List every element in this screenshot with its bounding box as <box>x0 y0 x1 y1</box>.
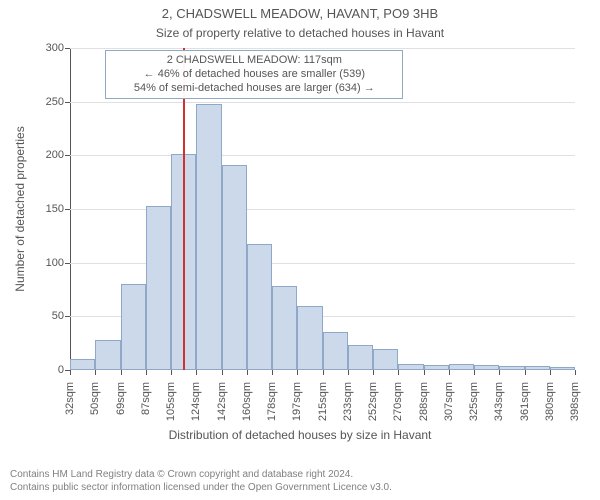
x-tick-mark <box>247 370 248 375</box>
histogram-bar <box>525 366 550 370</box>
x-tick-mark <box>348 370 349 375</box>
x-tick-mark <box>575 370 576 375</box>
y-tick-mark <box>65 263 70 264</box>
histogram-bar <box>499 366 524 370</box>
chart-plot-area: 05010015020025030032sqm50sqm69sqm87sqm10… <box>70 48 575 370</box>
x-tick-label: 361sqm <box>519 382 531 421</box>
annotation-line: ← 46% of detached houses are smaller (53… <box>112 68 396 82</box>
histogram-bar <box>95 340 120 370</box>
histogram-bar <box>348 345 373 370</box>
histogram-bar <box>272 286 297 370</box>
x-tick-label: 87sqm <box>140 382 152 415</box>
page-title: 2, CHADSWELL MEADOW, HAVANT, PO9 3HB <box>0 6 600 21</box>
x-tick-mark <box>373 370 374 375</box>
annotation-box: 2 CHADSWELL MEADOW: 117sqm ← 46% of deta… <box>105 50 403 99</box>
y-tick-mark <box>65 316 70 317</box>
y-tick-label: 150 <box>46 203 64 215</box>
y-tick-mark <box>65 209 70 210</box>
x-tick-label: 69sqm <box>115 382 127 415</box>
annotation-line: 54% of semi-detached houses are larger (… <box>112 82 396 96</box>
gridline <box>70 48 575 49</box>
x-tick-label: 197sqm <box>291 382 303 421</box>
y-tick-mark <box>65 48 70 49</box>
histogram-bar <box>398 364 423 370</box>
x-tick-label: 307sqm <box>443 382 455 421</box>
y-axis-title: Number of detached properties <box>13 126 27 291</box>
x-tick-mark <box>297 370 298 375</box>
x-tick-label: 160sqm <box>241 382 253 421</box>
x-tick-label: 124sqm <box>190 382 202 421</box>
footer-line: Contains HM Land Registry data © Crown c… <box>10 469 392 482</box>
x-tick-mark <box>95 370 96 375</box>
histogram-bar <box>550 367 575 370</box>
histogram-bar <box>323 332 348 370</box>
x-tick-mark <box>323 370 324 375</box>
x-tick-mark <box>196 370 197 375</box>
histogram-bar <box>146 206 171 370</box>
page-subtitle: Size of property relative to detached ho… <box>0 26 600 40</box>
histogram-bar <box>70 359 95 370</box>
x-tick-label: 270sqm <box>392 382 404 421</box>
x-tick-mark <box>550 370 551 375</box>
annotation-line: 2 CHADSWELL MEADOW: 117sqm <box>112 54 396 68</box>
y-tick-label: 100 <box>46 257 64 269</box>
x-axis-title: Distribution of detached houses by size … <box>0 428 600 442</box>
x-tick-label: 288sqm <box>418 382 430 421</box>
y-tick-label: 50 <box>52 310 64 322</box>
x-tick-mark <box>272 370 273 375</box>
x-tick-mark <box>146 370 147 375</box>
y-tick-label: 0 <box>58 364 64 376</box>
histogram-bar <box>247 244 272 370</box>
histogram-bar <box>297 306 322 370</box>
x-tick-label: 380sqm <box>544 382 556 421</box>
histogram-bar <box>449 364 474 370</box>
y-tick-label: 300 <box>46 42 64 54</box>
x-tick-label: 50sqm <box>89 382 101 415</box>
x-tick-mark <box>474 370 475 375</box>
x-tick-label: 105sqm <box>165 382 177 421</box>
y-tick-label: 250 <box>46 96 64 108</box>
x-tick-mark <box>70 370 71 375</box>
x-tick-label: 32sqm <box>64 382 76 415</box>
x-tick-label: 142sqm <box>216 382 228 421</box>
gridline <box>70 102 575 103</box>
histogram-bar <box>474 365 499 370</box>
footer-line: Contains public sector information licen… <box>10 482 392 495</box>
x-tick-label: 233sqm <box>342 382 354 421</box>
x-tick-label: 215sqm <box>317 382 329 421</box>
x-tick-mark <box>424 370 425 375</box>
x-tick-label: 178sqm <box>266 382 278 421</box>
footer: Contains HM Land Registry data © Crown c… <box>10 469 392 494</box>
x-tick-label: 343sqm <box>493 382 505 421</box>
x-tick-mark <box>525 370 526 375</box>
x-tick-mark <box>449 370 450 375</box>
x-tick-mark <box>398 370 399 375</box>
histogram-bar <box>121 284 146 370</box>
y-tick-label: 200 <box>46 149 64 161</box>
histogram-bar <box>373 349 398 370</box>
histogram-bar <box>222 165 247 370</box>
x-tick-label: 398sqm <box>569 382 581 421</box>
x-tick-label: 252sqm <box>367 382 379 421</box>
y-tick-mark <box>65 155 70 156</box>
histogram-bar <box>196 104 221 370</box>
x-tick-mark <box>499 370 500 375</box>
histogram-bar <box>424 365 449 370</box>
x-tick-mark <box>222 370 223 375</box>
gridline <box>70 155 575 156</box>
x-tick-mark <box>121 370 122 375</box>
x-tick-mark <box>171 370 172 375</box>
x-tick-label: 325sqm <box>468 382 480 421</box>
y-tick-mark <box>65 102 70 103</box>
